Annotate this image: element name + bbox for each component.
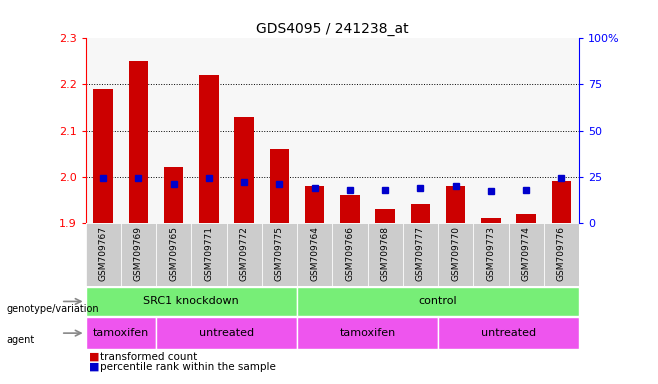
Text: tamoxifen: tamoxifen	[93, 328, 149, 338]
Bar	[262, 38, 297, 223]
Bar	[156, 223, 191, 286]
Text: GSM709766: GSM709766	[345, 226, 355, 281]
Bar	[411, 204, 430, 223]
Text: GSM709767: GSM709767	[99, 226, 108, 281]
Bar	[446, 186, 465, 223]
Bar	[297, 318, 438, 349]
Bar	[368, 223, 403, 286]
Bar	[473, 38, 509, 223]
Text: untreated: untreated	[481, 328, 536, 338]
Bar	[509, 38, 544, 223]
Bar	[156, 318, 297, 349]
Bar	[121, 38, 156, 223]
Bar	[226, 223, 262, 286]
Text: percentile rank within the sample: percentile rank within the sample	[100, 362, 276, 372]
Bar	[86, 38, 121, 223]
Bar	[226, 38, 262, 223]
Bar	[368, 38, 403, 223]
Bar	[262, 223, 297, 286]
Bar	[121, 223, 156, 286]
Text: GSM709773: GSM709773	[486, 226, 495, 281]
Title: GDS4095 / 241238_at: GDS4095 / 241238_at	[256, 22, 409, 36]
Bar	[376, 209, 395, 223]
Bar	[297, 223, 332, 286]
Bar	[234, 117, 254, 223]
Bar	[86, 318, 156, 349]
Bar	[332, 223, 368, 286]
Bar	[199, 75, 218, 223]
Text: SRC1 knockdown: SRC1 knockdown	[143, 296, 239, 306]
Text: GSM709764: GSM709764	[310, 226, 319, 281]
Text: GSM709771: GSM709771	[205, 226, 213, 281]
Text: GSM709772: GSM709772	[240, 226, 249, 281]
Text: GSM709765: GSM709765	[169, 226, 178, 281]
Bar	[544, 223, 579, 286]
Bar	[438, 38, 473, 223]
Bar	[270, 149, 289, 223]
Text: GSM709775: GSM709775	[275, 226, 284, 281]
Text: GSM709769: GSM709769	[134, 226, 143, 281]
Bar	[517, 214, 536, 223]
Bar	[332, 38, 368, 223]
Bar	[481, 218, 501, 223]
Text: GSM709770: GSM709770	[451, 226, 460, 281]
Bar	[340, 195, 360, 223]
Bar	[93, 89, 113, 223]
Text: ■: ■	[89, 352, 99, 362]
Bar	[551, 181, 571, 223]
Bar	[191, 38, 226, 223]
Bar	[191, 223, 226, 286]
Text: untreated: untreated	[199, 328, 254, 338]
Text: GSM709774: GSM709774	[522, 226, 530, 281]
Bar	[86, 223, 121, 286]
Bar	[156, 38, 191, 223]
Text: control: control	[418, 296, 457, 306]
Bar	[305, 186, 324, 223]
Bar	[164, 167, 184, 223]
Text: tamoxifen: tamoxifen	[340, 328, 395, 338]
Text: transformed count: transformed count	[100, 352, 197, 362]
Text: genotype/variation: genotype/variation	[7, 304, 99, 314]
Text: ■: ■	[89, 362, 99, 372]
Text: GSM709768: GSM709768	[381, 226, 390, 281]
Bar	[544, 38, 579, 223]
Bar	[297, 38, 332, 223]
Bar	[438, 318, 579, 349]
Text: GSM709777: GSM709777	[416, 226, 425, 281]
Text: agent: agent	[7, 335, 35, 345]
Bar	[297, 287, 579, 316]
Bar	[403, 223, 438, 286]
Bar	[129, 61, 148, 223]
Bar	[403, 38, 438, 223]
Text: GSM709776: GSM709776	[557, 226, 566, 281]
Bar	[509, 223, 544, 286]
Bar	[86, 287, 297, 316]
Bar	[473, 223, 509, 286]
Bar	[438, 223, 473, 286]
